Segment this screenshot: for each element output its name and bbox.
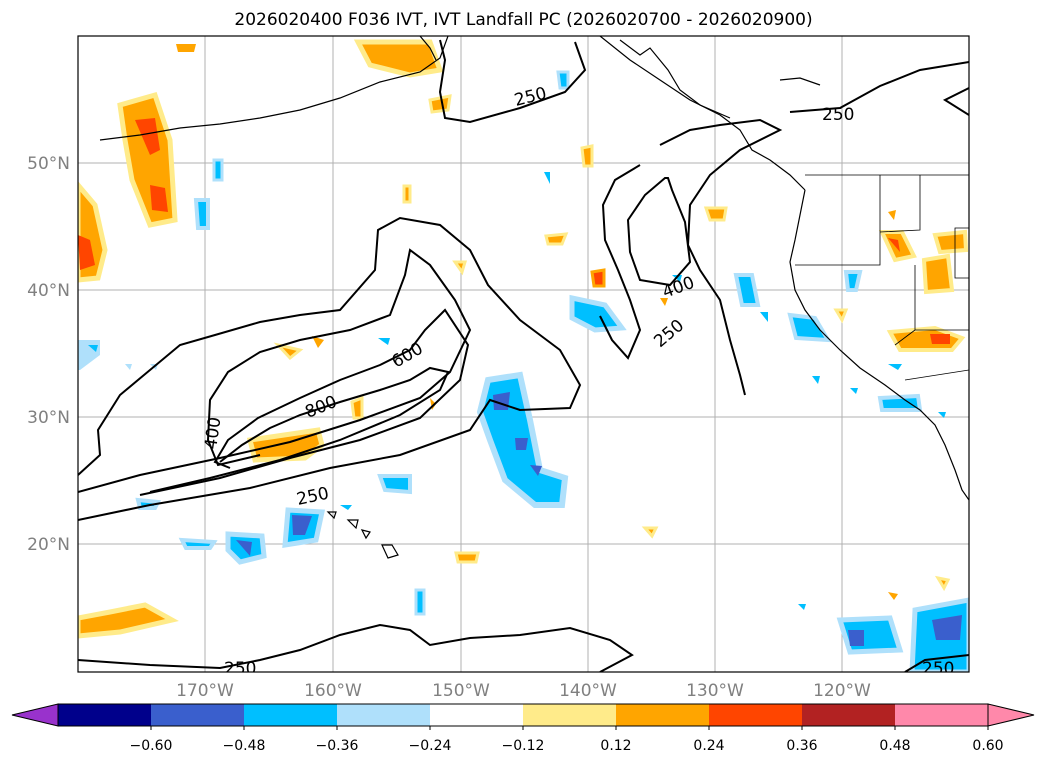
colorbar-segment [151, 704, 245, 726]
contour-label-250-bottom: 250 [224, 659, 256, 679]
colorbar-tick-label: −0.48 [223, 738, 266, 754]
colorbar-segment [58, 704, 152, 726]
negative-pc-areas [78, 70, 969, 672]
colorbar-segment [616, 704, 710, 726]
colorbar-tick-label: 0.12 [600, 738, 631, 754]
contour-labels: 250 250 400 250 600 800 400 250 250 250 [201, 84, 954, 679]
colorbar-extend-min [11, 703, 59, 727]
lat-label-20n: 20°N [27, 535, 70, 555]
map-frame [77, 35, 970, 673]
colorbar-tick-label: 0.60 [972, 738, 1003, 754]
colorbar-segment [709, 704, 803, 726]
colorbar-tick-label: −0.60 [130, 738, 173, 754]
longitude-labels: 170°W 160°W 150°W 140°W 130°W 120°W [176, 681, 871, 701]
admin-borders [795, 174, 969, 381]
colorbar-segment [523, 704, 617, 726]
colorbar-segment [430, 704, 524, 726]
colorbar-tick-label: 0.24 [693, 738, 724, 754]
colorbar-tick-label: −0.12 [502, 738, 545, 754]
lat-label-50n: 50°N [27, 154, 70, 174]
coastlines [99, 36, 969, 559]
ivt-contours [78, 39, 969, 672]
colorbar-segment [895, 704, 989, 726]
colorbar-tick-label: −0.36 [316, 738, 359, 754]
lon-label-120w: 120°W [813, 681, 871, 701]
colorbar-extend-max [987, 703, 1035, 727]
colorbar-segment [802, 704, 896, 726]
positive-pc-areas [78, 39, 969, 639]
colorbar-tick-label: 0.36 [786, 738, 817, 754]
lon-label-160w: 160°W [304, 681, 362, 701]
lon-label-170w: 170°W [176, 681, 234, 701]
colorbar: −0.60 −0.48 −0.36 −0.24 −0.12 0.12 0.24 0.36 0.4… [11, 703, 1035, 754]
lat-label-30n: 30°N [27, 408, 70, 428]
colorbar-segment [244, 704, 338, 726]
colorbar-segment [337, 704, 431, 726]
contour-label-250-bottom-right: 250 [922, 659, 954, 679]
lon-label-140w: 140°W [559, 681, 617, 701]
latitude-labels: 50°N 40°N 30°N 20°N [27, 154, 70, 555]
map-background [78, 36, 969, 672]
colorbar-tick-label: 0.48 [879, 738, 910, 754]
colorbar-tick-label: −0.24 [409, 738, 452, 754]
lon-label-130w: 130°W [686, 681, 744, 701]
contour-label-250-us: 250 [822, 105, 854, 125]
contour-label-400-west: 400 [201, 416, 225, 451]
map-title: 2026020400 F036 IVT, IVT Landfall PC (20… [234, 10, 813, 30]
lat-label-40n: 40°N [27, 281, 70, 301]
lon-label-150w: 150°W [432, 681, 490, 701]
